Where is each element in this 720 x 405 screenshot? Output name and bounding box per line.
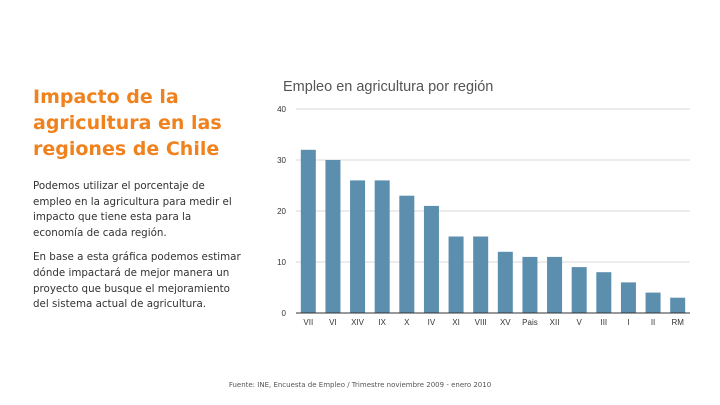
bar — [571, 267, 587, 313]
x-axis-ticks: VII VI XIV IX X IV XI VIII XV Pais XII V III I II RM — [303, 318, 684, 327]
x-tick-label: XIV — [351, 318, 365, 327]
slide-title: Impacto de la agricultura en las regione… — [33, 86, 222, 160]
x-tick-label: VIII — [475, 318, 487, 327]
y-axis-ticks: 0 10 20 30 40 — [277, 105, 286, 318]
x-tick-label: V — [577, 318, 583, 327]
x-tick-label: IV — [428, 318, 436, 327]
bar — [547, 256, 563, 313]
x-tick-label: XI — [452, 318, 460, 327]
x-tick-label: IX — [378, 318, 386, 327]
bar — [670, 297, 686, 313]
x-tick-label: VII — [303, 318, 313, 327]
bar — [620, 282, 636, 313]
bar — [399, 195, 415, 313]
bar — [596, 272, 612, 313]
x-tick-label: II — [651, 318, 655, 327]
paragraph-2: En base a esta gráfica podemos estimar d… — [33, 251, 241, 311]
bar — [522, 256, 538, 313]
x-tick-label: III — [600, 318, 607, 327]
x-tick-label: I — [627, 318, 629, 327]
bar — [473, 236, 489, 313]
body-text: Podemos utilizar el porcentaje de empleo… — [33, 179, 243, 322]
y-tick-label: 10 — [277, 258, 286, 267]
x-tick-label: Pais — [522, 318, 538, 327]
source-note: Fuente: INE, Encuesta de Empleo / Trimes… — [228, 381, 492, 389]
chart-title: Empleo en agricultura por región — [283, 79, 493, 95]
x-tick-label: XII — [550, 318, 560, 327]
bar — [350, 180, 366, 313]
paragraph-1: Podemos utilizar el porcentaje de empleo… — [33, 180, 232, 239]
x-tick-label: X — [404, 318, 410, 327]
bar — [374, 180, 390, 313]
y-tick-label: 0 — [282, 309, 287, 318]
bar — [423, 205, 439, 313]
bar — [645, 292, 661, 313]
y-tick-label: 20 — [277, 207, 286, 216]
bar — [325, 160, 341, 313]
bar — [497, 251, 513, 313]
y-tick-label: 40 — [277, 105, 286, 114]
x-tick-label: XV — [500, 318, 511, 327]
x-tick-label: VI — [329, 318, 337, 327]
bar-chart: Empleo en agricultura por región 0 10 20 30… — [277, 79, 690, 327]
bar — [448, 236, 464, 313]
y-tick-label: 30 — [277, 156, 286, 165]
bars — [300, 149, 686, 313]
x-tick-label: RM — [671, 318, 684, 327]
bar — [300, 149, 316, 313]
